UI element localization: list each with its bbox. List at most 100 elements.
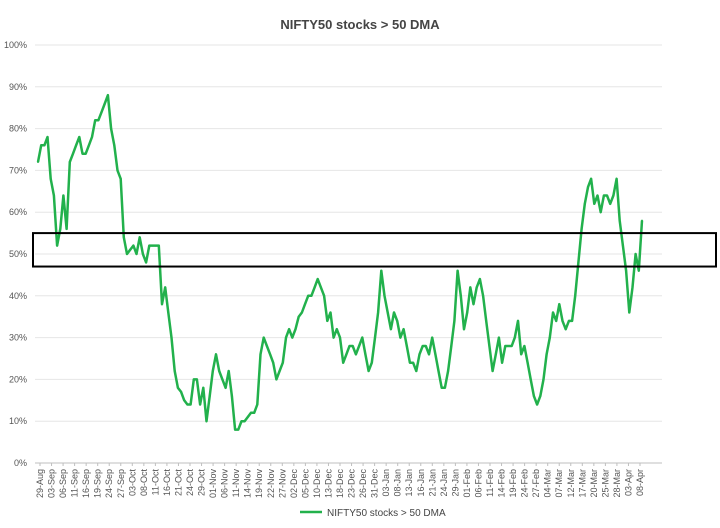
data-point: [37, 161, 39, 163]
y-tick-label: 40%: [9, 291, 27, 301]
data-point: [370, 361, 373, 364]
legend: NIFTY50 stocks > 50 DMA: [300, 508, 446, 519]
x-tick-label: 01-Feb: [462, 469, 472, 498]
data-point: [504, 345, 507, 347]
y-tick-label: 70%: [9, 165, 27, 175]
data-point: [580, 227, 583, 230]
x-tick-label: 14-Nov: [243, 469, 253, 499]
x-tick-label: 16-Jan: [416, 469, 426, 497]
data-point: [485, 319, 488, 322]
data-point: [157, 244, 160, 247]
data-point: [65, 227, 68, 230]
x-tick-label: 27-Feb: [531, 469, 541, 498]
data-point: [291, 336, 294, 339]
data-point: [316, 278, 319, 281]
gridlines: [35, 44, 662, 464]
data-point: [412, 361, 415, 364]
data-point: [342, 361, 345, 364]
y-tick-label: 80%: [9, 124, 27, 134]
data-point: [374, 336, 376, 339]
data-point: [405, 345, 408, 347]
data-point: [523, 345, 526, 347]
highlight-band: [32, 232, 717, 268]
data-point: [288, 328, 291, 331]
data-point: [119, 177, 122, 180]
x-tick-label: 28-Mar: [612, 469, 622, 498]
x-tick-label: 29-Aug: [35, 469, 45, 498]
data-point: [558, 303, 561, 306]
data-point: [100, 110, 103, 113]
x-tick-label: 06-Feb: [473, 469, 483, 498]
data-point: [434, 353, 437, 356]
data-point: [116, 169, 119, 172]
data-point: [75, 144, 78, 147]
data-point: [138, 236, 141, 239]
data-point: [501, 361, 504, 364]
data-point: [408, 361, 411, 364]
data-point: [141, 253, 144, 255]
data-point: [513, 336, 516, 339]
y-tick-label: 20%: [9, 374, 27, 384]
x-tick-label: 21-Jan: [427, 469, 437, 497]
data-point: [561, 319, 564, 322]
x-tick-label: 13-Dec: [323, 469, 333, 499]
data-point: [351, 345, 354, 347]
data-point: [348, 345, 351, 347]
data-point: [221, 378, 224, 381]
x-tick-label: 03-Jan: [381, 469, 391, 497]
data-point: [250, 411, 252, 414]
data-point: [151, 244, 154, 247]
x-tick-label: 23-Dec: [347, 469, 357, 499]
data-point: [396, 319, 399, 322]
x-tick-label: 06-Sep: [58, 469, 68, 498]
data-point: [237, 428, 240, 431]
data-point: [43, 144, 46, 147]
chart-title: NIFTY50 stocks > 50 DMA: [280, 17, 440, 32]
data-point: [571, 319, 574, 322]
data-point: [154, 244, 157, 247]
data-point: [180, 390, 183, 393]
x-tick-label: 16-Oct: [162, 469, 172, 497]
data-point: [475, 286, 478, 289]
x-tick-label: 25-Mar: [600, 469, 610, 498]
data-point: [472, 303, 475, 306]
data-point: [428, 353, 430, 356]
x-tick-label: 08-Oct: [139, 469, 149, 497]
data-point: [510, 345, 513, 347]
data-point: [87, 144, 90, 147]
x-tick-label: 18-Dec: [335, 469, 345, 499]
data-point: [463, 328, 465, 331]
data-point: [78, 136, 81, 138]
x-tick-label: 07-Mar: [554, 469, 564, 498]
data-point: [202, 386, 205, 389]
data-point: [332, 336, 335, 339]
y-tick-label: 10%: [9, 416, 27, 426]
data-point: [46, 136, 49, 138]
x-tick-label: 08-Jan: [393, 469, 403, 497]
x-tick-label: 27-Nov: [277, 469, 287, 499]
data-point: [389, 328, 392, 331]
data-point: [358, 345, 361, 347]
data-point: [227, 370, 230, 372]
data-point: [552, 311, 554, 314]
x-tick-label: 26-Dec: [358, 469, 368, 499]
data-point: [285, 336, 287, 339]
data-point: [402, 328, 405, 331]
x-tick-label: 14-Feb: [497, 469, 507, 498]
data-point: [548, 336, 551, 339]
x-tick-label: 19-Feb: [508, 469, 518, 498]
data-point: [399, 336, 402, 339]
data-point: [628, 311, 631, 314]
data-point: [323, 294, 326, 297]
data-point: [84, 152, 87, 155]
data-point: [536, 403, 539, 406]
data-point: [176, 386, 179, 389]
data-point: [456, 269, 459, 272]
data-point: [491, 370, 494, 372]
data-point: [564, 328, 567, 331]
data-point: [135, 253, 138, 255]
data-point: [539, 395, 542, 398]
data-point: [208, 395, 211, 398]
data-point: [278, 370, 281, 372]
data-point: [246, 416, 249, 418]
